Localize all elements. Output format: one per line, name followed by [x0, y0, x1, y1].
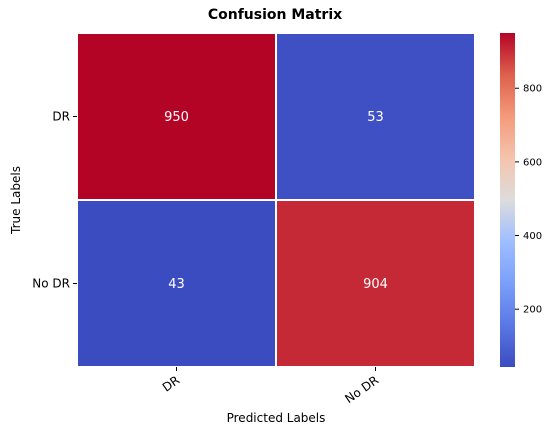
heatmap-cell: [275, 199, 476, 368]
cell-value-label: 950: [164, 110, 189, 125]
colorbar: [500, 33, 515, 367]
heatmap-cell: [76, 32, 277, 201]
y-axis-label: True Labels: [9, 166, 23, 235]
y-tick-label: No DR: [32, 277, 70, 291]
x-axis-ticks: DR No DR: [160, 367, 381, 406]
cell-value-label: 904: [363, 277, 388, 292]
heatmap-cell: [76, 199, 277, 368]
x-tick-label: No DR: [342, 373, 381, 406]
cell-value-label: 43: [168, 277, 185, 292]
x-tick-label: DR: [160, 373, 182, 395]
colorbar-ticks: 200 400 600 800: [515, 84, 542, 316]
heatmap-cell: [275, 32, 476, 201]
colorbar-tick-label: 200: [523, 305, 542, 316]
x-axis-label: Predicted Labels: [227, 411, 326, 425]
colorbar-tick-label: 400: [523, 231, 542, 242]
y-tick-label: DR: [52, 110, 70, 124]
cell-value-label: 53: [367, 110, 384, 125]
chart-title: Confusion Matrix: [208, 7, 342, 23]
heatmap-cell-labels: 950 53 43 904: [164, 110, 388, 292]
colorbar-tick-label: 600: [523, 157, 542, 168]
colorbar-tick-label: 800: [523, 84, 542, 95]
heatmap-cells: [76, 32, 476, 368]
y-axis-ticks: DR No DR: [32, 110, 77, 291]
